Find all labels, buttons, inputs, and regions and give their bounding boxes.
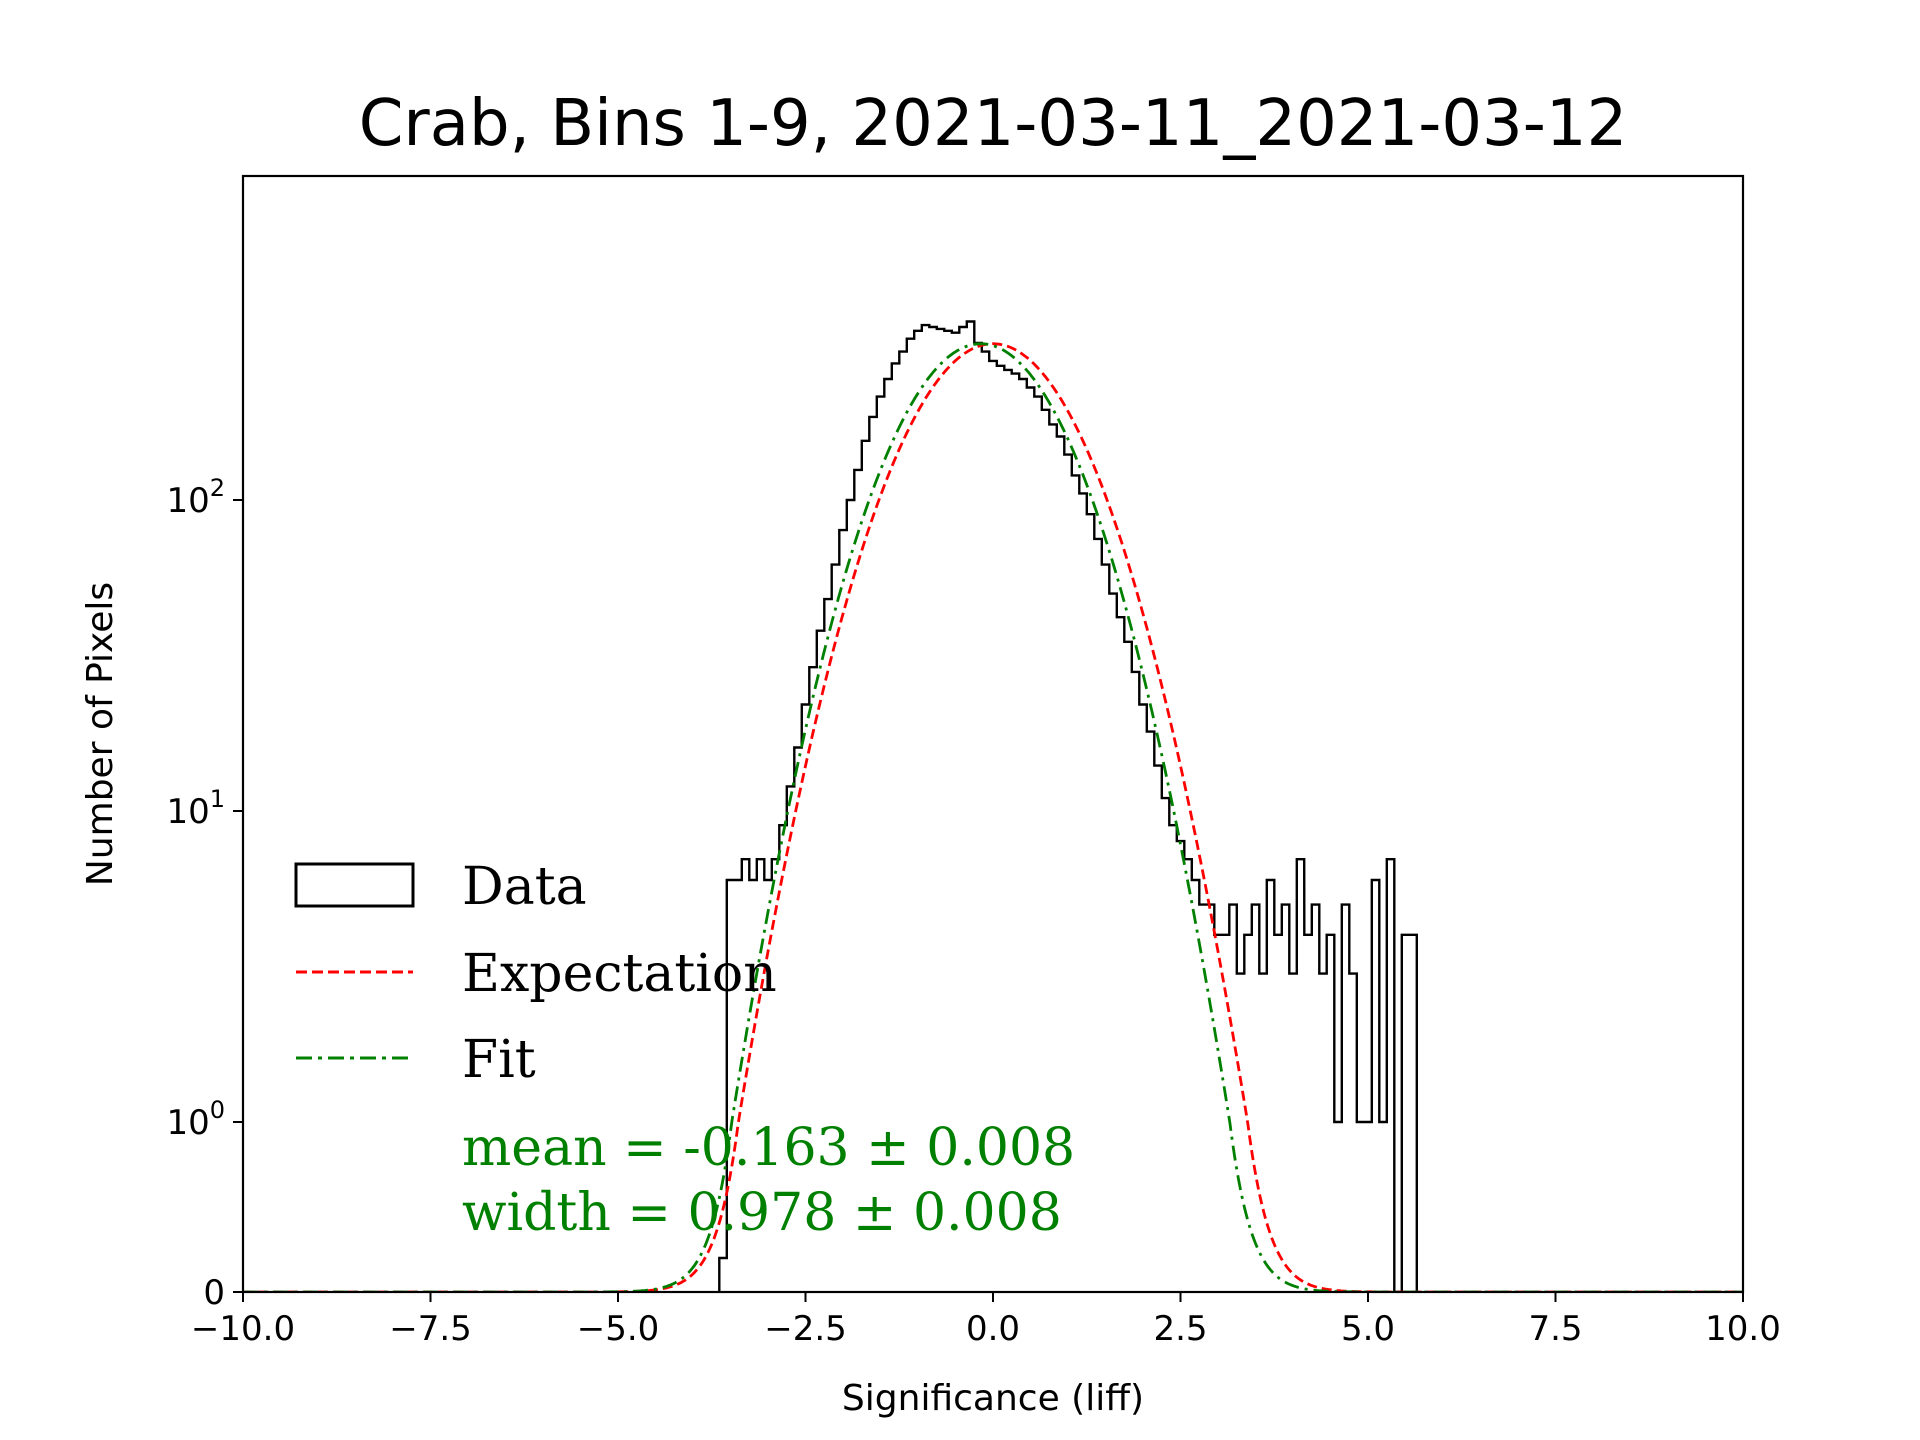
legend-label-expectation: Expectation <box>462 944 777 1004</box>
legend-label-fit: Fit <box>462 1030 536 1090</box>
x-tick-label: 10.0 <box>1705 1309 1781 1349</box>
x-tick-label: −7.5 <box>389 1309 472 1349</box>
expectation-curve <box>243 342 1743 1292</box>
legend-label-data: Data <box>462 857 587 917</box>
x-tick-label: −10.0 <box>191 1309 295 1349</box>
y-tick-label: 101 <box>166 785 225 832</box>
legend: Data Expectation Fit mean = -0.163 ± 0.0… <box>294 857 1075 1243</box>
x-tick-label: 5.0 <box>1341 1309 1395 1349</box>
x-tick-label: 7.5 <box>1528 1309 1582 1349</box>
data-histogram <box>718 320 1418 1292</box>
legend-swatch-data <box>294 862 415 908</box>
y-tick-label: 100 <box>166 1096 225 1143</box>
fit-width-annotation: width = 0.978 ± 0.008 <box>462 1183 1062 1243</box>
plot-area <box>243 320 1743 1292</box>
y-tick-label: 102 <box>166 474 225 521</box>
x-axis-label: Significance (liff) <box>842 1378 1144 1419</box>
x-tick-label: −5.0 <box>577 1309 660 1349</box>
chart-title: Crab, Bins 1-9, 2021-03-11_2021-03-12 <box>359 87 1628 161</box>
fit-mean-annotation: mean = -0.163 ± 0.008 <box>462 1118 1075 1178</box>
y-axis: 0 100 101 102 <box>166 474 243 1313</box>
x-tick-label: −2.5 <box>764 1309 847 1349</box>
x-tick-label: 2.5 <box>1153 1309 1207 1349</box>
y-tick-label: 0 <box>203 1273 225 1313</box>
x-axis: −10.0 −7.5 −5.0 −2.5 0.0 2.5 5.0 7.5 10.0 <box>191 1292 1781 1349</box>
x-tick-label: 0.0 <box>966 1309 1020 1349</box>
y-axis-label: Number of Pixels <box>80 582 121 886</box>
